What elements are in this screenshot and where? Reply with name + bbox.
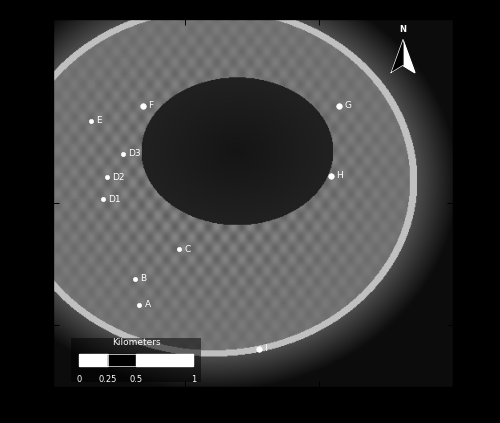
- Text: F: F: [148, 102, 154, 110]
- Text: B: B: [140, 275, 146, 283]
- Text: C: C: [184, 245, 190, 254]
- Text: D3: D3: [128, 149, 141, 158]
- Text: D2: D2: [112, 173, 125, 182]
- Polygon shape: [108, 354, 136, 366]
- Text: G: G: [344, 102, 352, 110]
- Text: 1: 1: [190, 374, 196, 384]
- Text: 0.25: 0.25: [98, 374, 116, 384]
- Bar: [71, 338, 202, 382]
- Text: E: E: [96, 116, 102, 125]
- Text: H: H: [336, 171, 343, 180]
- Text: 0.5: 0.5: [130, 374, 142, 384]
- Text: D1: D1: [108, 195, 121, 204]
- Polygon shape: [403, 40, 415, 73]
- Text: N: N: [400, 25, 406, 34]
- Polygon shape: [391, 40, 403, 73]
- Text: I: I: [264, 344, 267, 353]
- Polygon shape: [136, 354, 194, 366]
- Text: 0: 0: [76, 374, 82, 384]
- Text: Kilometers: Kilometers: [112, 338, 160, 346]
- Text: A: A: [144, 300, 150, 309]
- Polygon shape: [79, 354, 108, 366]
